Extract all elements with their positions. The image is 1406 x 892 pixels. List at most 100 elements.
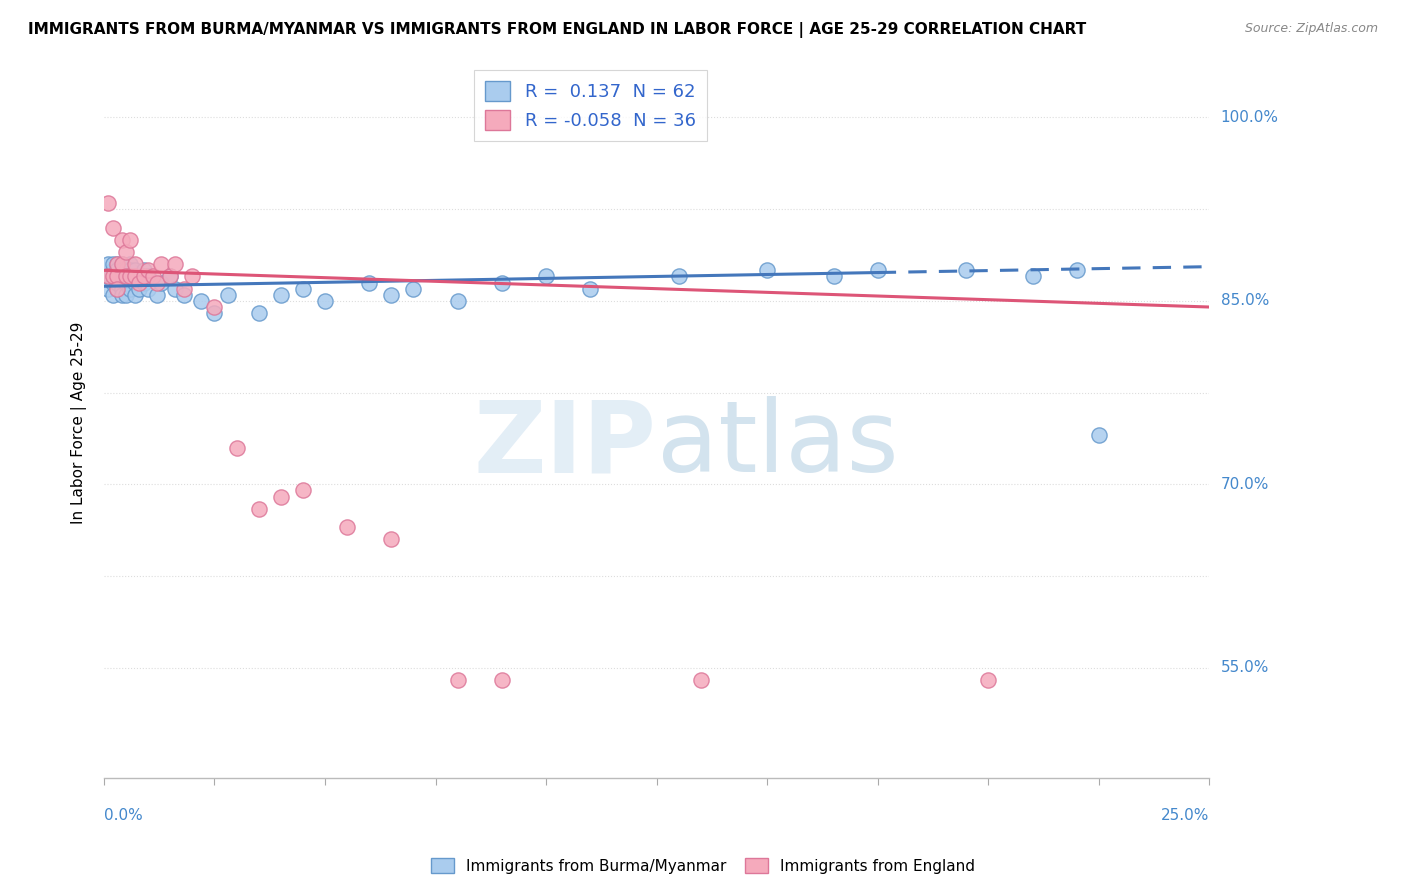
Point [120,269,142,284]
Point [110,257,132,271]
Point [163,282,186,296]
Y-axis label: In Labor Force | Age 25-29: In Labor Force | Age 25-29 [72,322,87,524]
Point [159,269,181,284]
Point [128,276,150,290]
Point [291,282,314,296]
Point [101,220,124,235]
Text: Source: ZipAtlas.com: Source: ZipAtlas.com [1244,22,1378,36]
Point [97,282,120,296]
Point [1066,263,1088,277]
Point [141,269,163,284]
Point [101,287,124,301]
Point [447,673,470,687]
Text: 85.0%: 85.0% [1220,293,1268,309]
Point [110,263,132,277]
Point [101,257,124,271]
Point [146,287,169,301]
Point [124,257,146,271]
Point [181,269,204,284]
Point [359,276,381,290]
Point [124,269,146,284]
Point [668,269,690,284]
Point [120,263,142,277]
Point [110,233,132,247]
Point [124,287,146,301]
Point [101,276,124,290]
Point [105,276,128,290]
Point [115,244,138,259]
Point [105,257,128,271]
Point [105,282,128,296]
Point [977,673,1000,687]
Point [128,282,150,296]
Point [1088,428,1111,442]
Point [823,269,845,284]
Text: 25.0%: 25.0% [1161,808,1209,823]
Legend: Immigrants from Burma/Myanmar, Immigrants from England: Immigrants from Burma/Myanmar, Immigrant… [425,852,981,880]
Point [132,269,155,284]
Point [97,196,120,211]
Point [120,233,142,247]
Point [115,287,138,301]
Point [124,263,146,277]
Point [173,287,195,301]
Point [136,282,159,296]
Point [136,269,159,284]
Point [225,441,247,455]
Text: ZIP: ZIP [474,396,657,493]
Text: 70.0%: 70.0% [1220,477,1268,491]
Text: 100.0%: 100.0% [1220,110,1278,125]
Point [247,501,270,516]
Point [97,257,120,271]
Point [336,520,359,534]
Point [110,287,132,301]
Point [247,306,270,320]
Point [105,263,128,277]
Point [534,269,557,284]
Point [120,282,142,296]
Point [115,269,138,284]
Point [270,287,292,301]
Point [132,263,155,277]
Point [105,257,128,271]
Point [380,287,402,301]
Point [120,257,142,271]
Point [105,263,128,277]
Point [579,282,602,296]
Point [97,269,120,284]
Point [110,282,132,296]
Text: 55.0%: 55.0% [1220,660,1268,675]
Point [955,263,977,277]
Point [866,263,889,277]
Point [101,269,124,284]
Point [159,269,181,284]
Point [190,293,212,308]
Text: atlas: atlas [657,396,898,493]
Point [128,269,150,284]
Point [150,257,173,271]
Point [756,263,779,277]
Text: IMMIGRANTS FROM BURMA/MYANMAR VS IMMIGRANTS FROM ENGLAND IN LABOR FORCE | AGE 25: IMMIGRANTS FROM BURMA/MYANMAR VS IMMIGRA… [28,22,1087,38]
Point [270,490,292,504]
Point [101,263,124,277]
Legend: R =  0.137  N = 62, R = -0.058  N = 36: R = 0.137 N = 62, R = -0.058 N = 36 [474,70,707,141]
Point [110,257,132,271]
Point [124,276,146,290]
Point [314,293,336,308]
Point [1021,269,1043,284]
Point [101,269,124,284]
Point [491,276,513,290]
Point [115,263,138,277]
Point [204,300,226,314]
Point [136,263,159,277]
Point [150,276,173,290]
Point [491,673,513,687]
Point [163,257,186,271]
Point [105,269,128,284]
Point [447,293,470,308]
Point [97,269,120,284]
Point [110,269,132,284]
Point [105,276,128,290]
Point [689,673,711,687]
Point [146,276,169,290]
